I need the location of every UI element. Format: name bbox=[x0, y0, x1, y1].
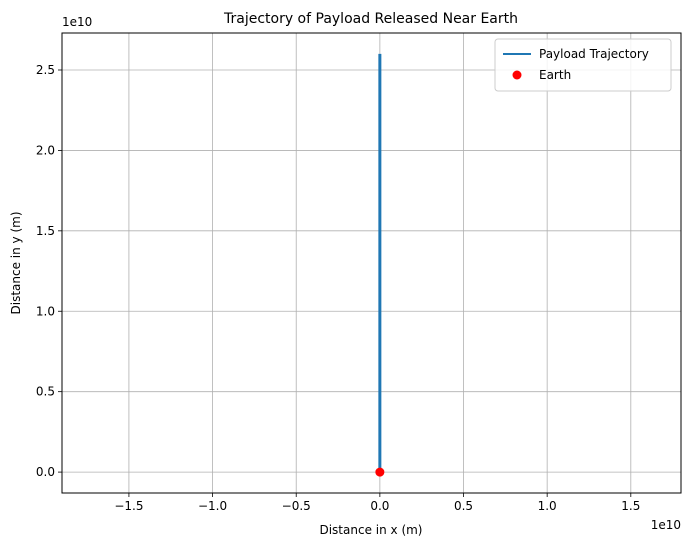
y-tick-label: 0.0 bbox=[36, 465, 55, 479]
y-axis-label: Distance in y (m) bbox=[9, 211, 23, 314]
y-tick-label: 1.0 bbox=[36, 304, 55, 318]
legend-entry-label: Payload Trajectory bbox=[539, 47, 649, 61]
x-axis-label: Distance in x (m) bbox=[319, 523, 422, 537]
legend: Payload Trajectory Earth bbox=[494, 38, 672, 92]
scatter-point-earth bbox=[375, 467, 385, 477]
x-tick-label: −1.0 bbox=[198, 499, 227, 513]
chart-title: Trajectory of Payload Released Near Eart… bbox=[223, 11, 518, 27]
x-tick-label: 0.0 bbox=[370, 499, 389, 513]
x-axis-offset-label: 1e10 bbox=[651, 518, 681, 532]
x-tick-label: −0.5 bbox=[282, 499, 311, 513]
x-tick-label: 1.5 bbox=[621, 499, 640, 513]
y-axis-offset-label: 1e10 bbox=[62, 15, 92, 29]
y-tick-label: 1.5 bbox=[36, 224, 55, 238]
x-tick-label: −1.5 bbox=[114, 499, 143, 513]
legend-entry-label: Earth bbox=[539, 68, 571, 82]
legend-box bbox=[494, 38, 672, 92]
legend-marker-swatch bbox=[512, 70, 522, 80]
x-tick-label: 1.0 bbox=[538, 499, 557, 513]
x-tick-label: 0.5 bbox=[454, 499, 473, 513]
plot-area-frame bbox=[61, 32, 682, 494]
y-tick-label: 2.0 bbox=[36, 143, 55, 157]
grid-lines bbox=[62, 33, 681, 493]
y-tick-label: 0.5 bbox=[36, 385, 55, 399]
plot-data bbox=[375, 53, 385, 477]
y-tick-label: 2.5 bbox=[36, 63, 55, 77]
axis-ticks: −1.5 −1.0 −0.5 0.0 0.5 1.0 1.5 0.0 0.5 1.0 1.5 2.0 2… bbox=[36, 63, 640, 513]
